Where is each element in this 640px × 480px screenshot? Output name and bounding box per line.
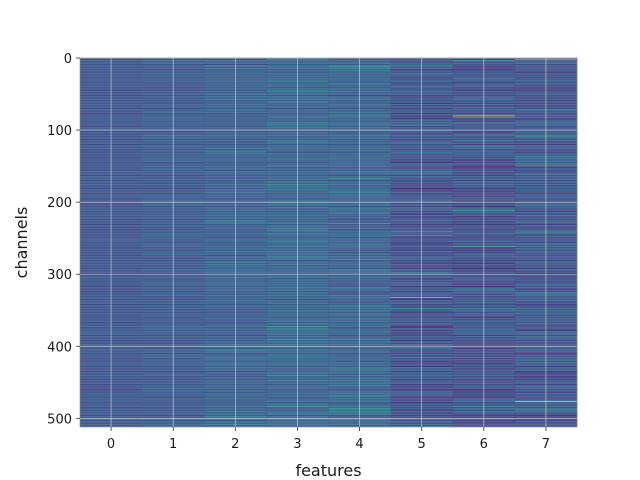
x-tick-label: 2 (231, 437, 239, 452)
y-tick-label: 300 (47, 268, 72, 283)
grid-lines (80, 57, 577, 427)
x-tick-label: 1 (169, 437, 177, 452)
plot-frame (79, 57, 578, 428)
x-tick-label: 4 (355, 437, 363, 452)
x-tick-label: 5 (418, 437, 426, 452)
y-tick-label: 400 (47, 340, 72, 355)
x-tick-label: 0 (107, 437, 115, 452)
x-tick-label: 3 (293, 437, 301, 452)
y-tick-label: 500 (47, 412, 72, 427)
y-axis: 0 100 200 300 400 500 (47, 52, 80, 427)
x-axis-label: features (295, 461, 361, 480)
x-axis: 0 1 2 3 4 5 6 7 (107, 427, 550, 452)
heatmap-cells (80, 58, 578, 428)
y-tick-label: 100 (47, 124, 72, 139)
x-tick-label: 6 (480, 437, 488, 452)
y-axis-label: channels (12, 207, 31, 279)
y-tick-label: 0 (64, 52, 72, 67)
y-tick-label: 200 (47, 196, 72, 211)
x-tick-label: 7 (542, 437, 550, 452)
